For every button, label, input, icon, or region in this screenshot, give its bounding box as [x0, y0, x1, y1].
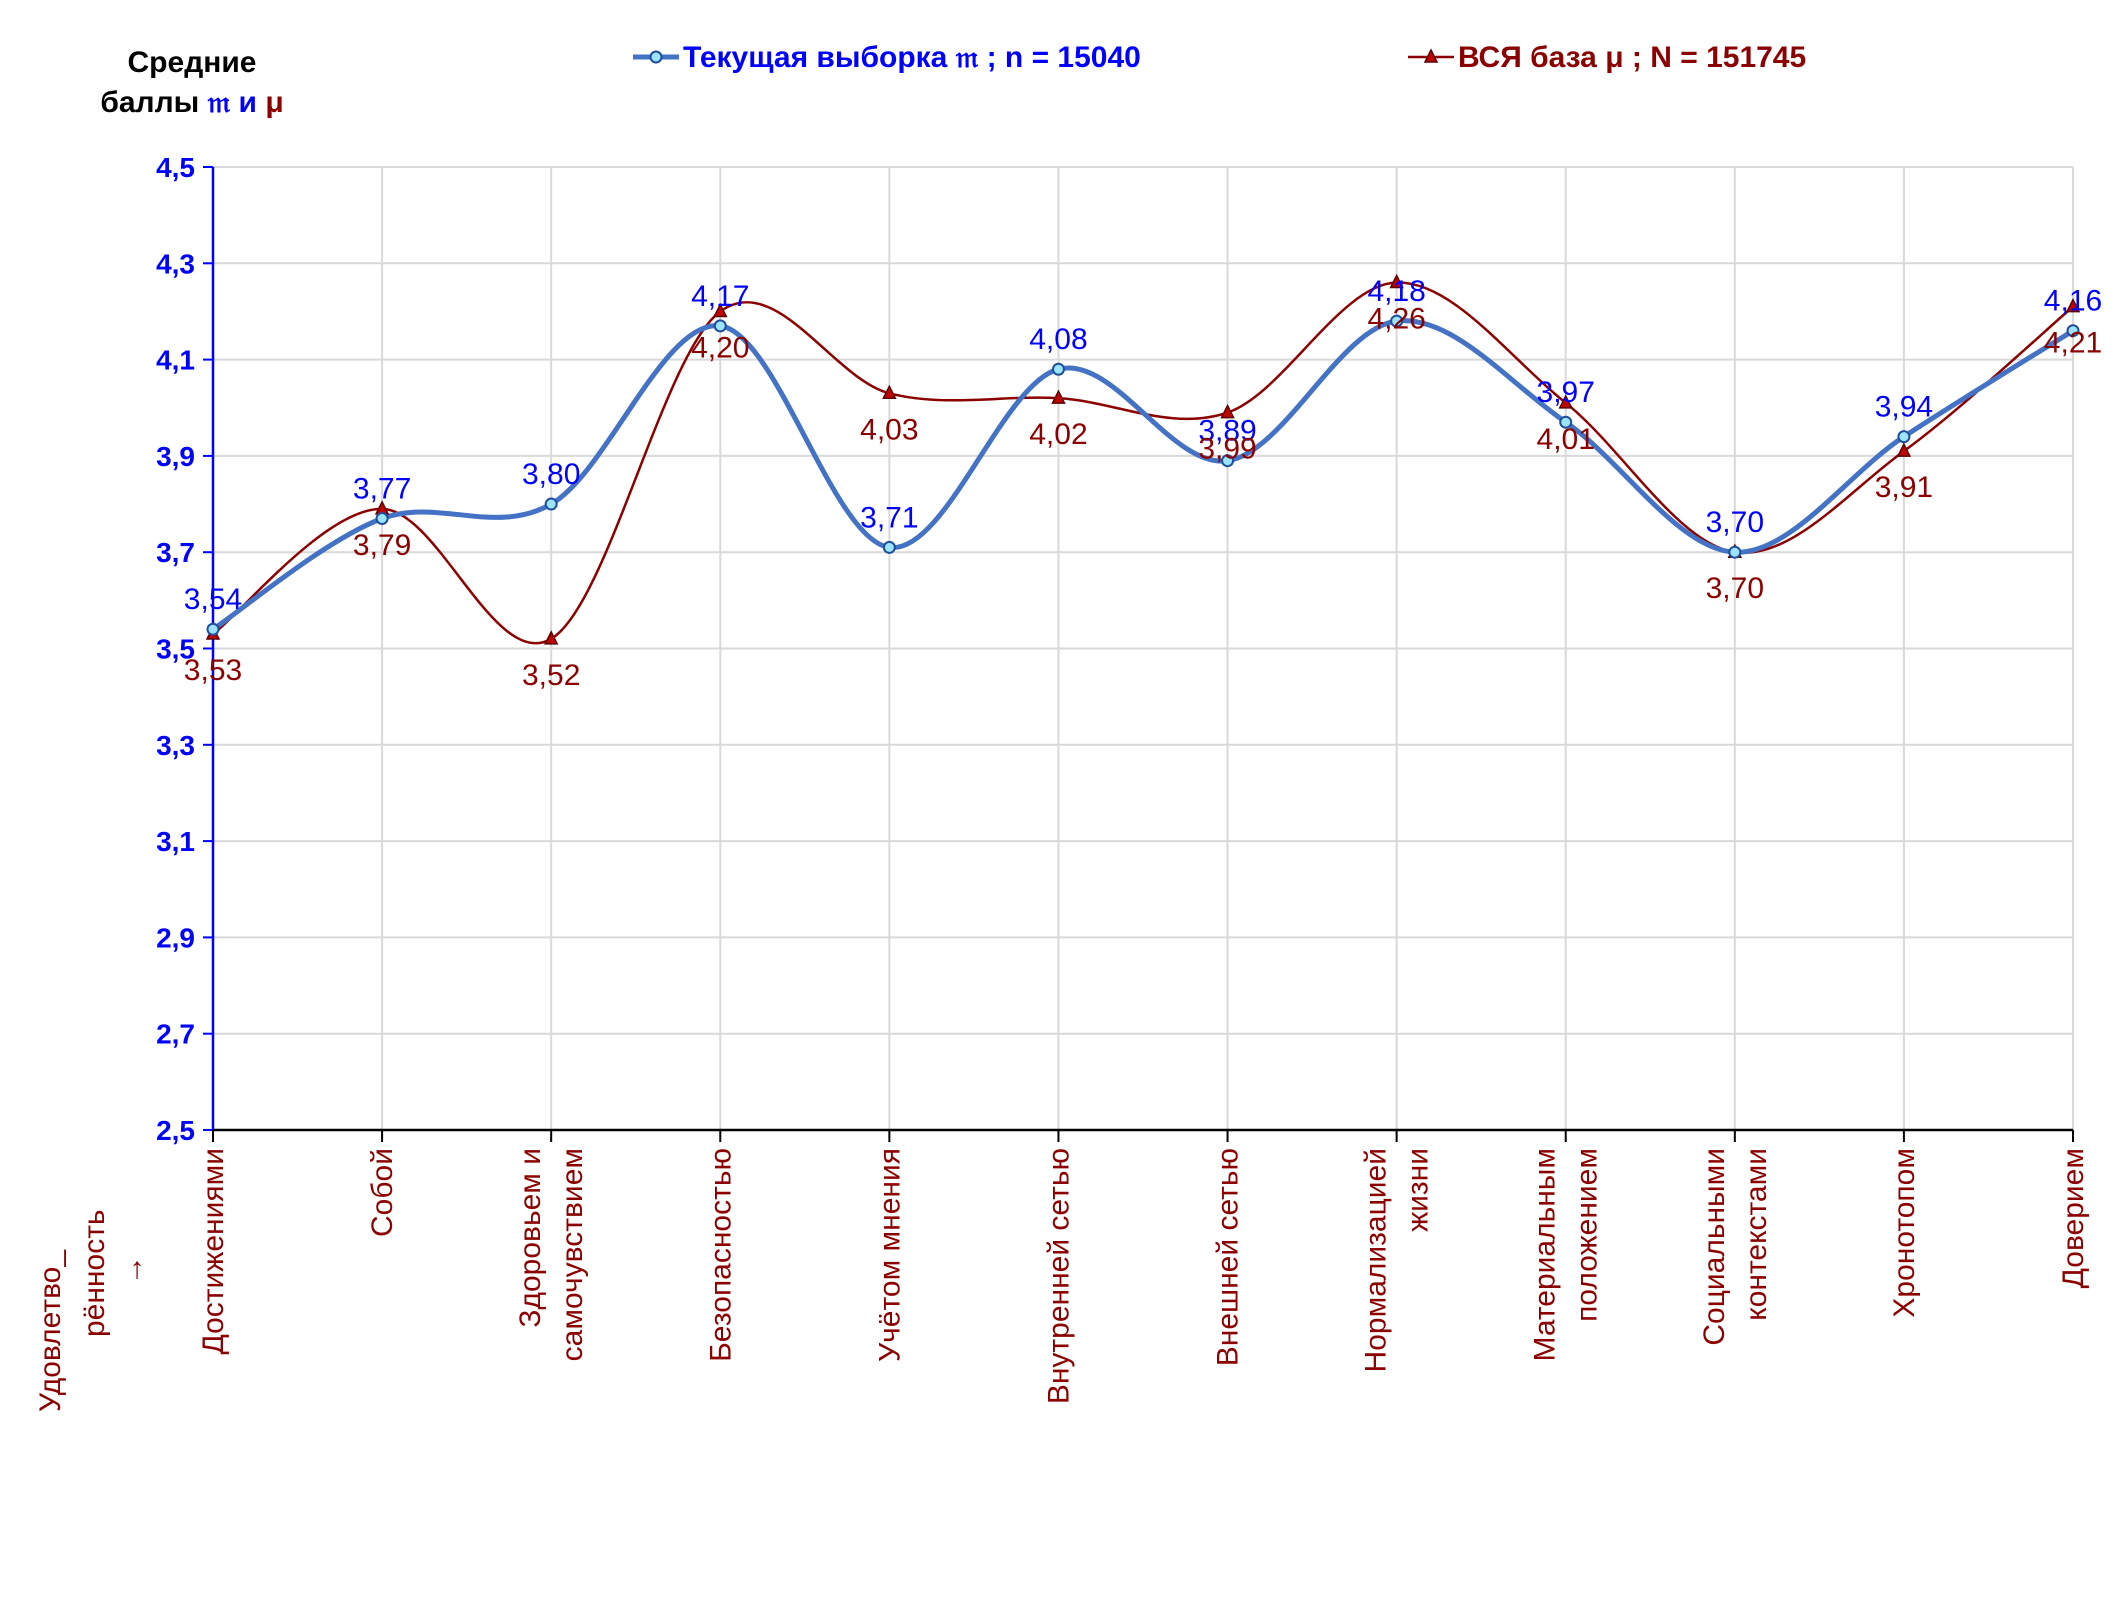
marker-population: [1051, 389, 1066, 404]
marker-sample: [2066, 324, 2080, 338]
corner-label-line2: рённость: [78, 1209, 111, 1337]
y-tick-label: 4,5: [156, 152, 195, 183]
marker-population: [543, 630, 559, 645]
data-label-population: 4,26: [1367, 303, 1425, 336]
corner-label: Удовлетво_ рённость →: [34, 1209, 149, 1412]
marker-population: [1558, 394, 1573, 409]
marker-sample: [375, 511, 389, 525]
data-label-sample: 4,08: [1029, 323, 1087, 356]
data-label-sample: 4,17: [691, 280, 749, 313]
y-axis-title-line2: баллы 𝔪 и μ: [100, 86, 283, 119]
y-axis-title-line1: Средние: [128, 46, 257, 79]
x-category-label: положением: [1571, 1148, 1604, 1322]
data-label-sample: 3,80: [522, 458, 580, 491]
x-category-label: Учётом мнения: [873, 1148, 906, 1362]
data-label-sample: 3,54: [184, 583, 242, 616]
data-label-population: 4,03: [860, 413, 918, 446]
grid-lines: [213, 166, 2074, 1130]
x-category-label: Материальным: [1529, 1148, 1562, 1361]
y-tick-label: 3,1: [156, 826, 195, 857]
y-tick-label: 3,7: [156, 537, 195, 568]
marker-population: [1220, 403, 1235, 419]
x-category-label: Социальными: [1698, 1148, 1731, 1346]
data-label-population: 4,21: [2044, 327, 2102, 360]
marker-sample: [1390, 314, 1404, 328]
marker-sample: [206, 622, 220, 636]
corner-label-line1: Удовлетво_: [34, 1249, 67, 1412]
data-label-population: 4,01: [1537, 423, 1595, 456]
data-label-population: 3,79: [353, 529, 411, 562]
data-label-population: 3,70: [1706, 572, 1764, 605]
data-label-sample: 3,71: [860, 501, 918, 534]
marker-sample: [1728, 545, 1742, 559]
x-category-label: Достижениями: [197, 1148, 230, 1355]
x-category-label: Собой: [366, 1148, 399, 1237]
y-axis-title-sample-symbol: 𝔪: [207, 86, 231, 119]
data-label-population: 3,53: [184, 654, 242, 687]
series-line-sample: [211, 318, 2075, 632]
x-category-label: Внешней сетью: [1212, 1148, 1245, 1366]
series-group: [205, 273, 2081, 645]
x-category-label: контекстами: [1740, 1148, 1773, 1321]
series-line-population: [212, 281, 2074, 645]
x-category-label: Внутренней сетью: [1042, 1148, 1075, 1404]
x-category-label: Здоровьем и: [514, 1148, 547, 1328]
legend-label-sample: Текущая выборка 𝔪 ; n = 15040: [683, 41, 1141, 74]
legend-marker-population: [1423, 48, 1439, 63]
axes: 2,5 2,7 2,9 3,1 3,3 3,5 3,7 3,9 4,1 4,3 4,5 Достиже…: [156, 152, 2090, 1404]
data-label-population: 3,52: [522, 659, 580, 692]
data-label-population: 4,20: [691, 331, 749, 364]
x-category-label: жизни: [1402, 1148, 1435, 1232]
legend: Текущая выборка 𝔪 ; n = 15040 ВСЯ база μ …: [633, 41, 1806, 74]
data-label-sample: 4,16: [2044, 285, 2102, 318]
data-label-sample: 3,70: [1706, 506, 1764, 539]
y-tick-label: 2,9: [156, 922, 195, 953]
data-label-sample: 4,18: [1367, 275, 1425, 308]
marker-sample: [1559, 415, 1573, 429]
marker-sample: [1221, 454, 1235, 468]
marker-sample: [713, 319, 727, 333]
y-tick-label: 2,7: [156, 1019, 195, 1050]
data-labels: 3,54 3,77 3,80 4,17 3,71 4,08 3,89 4,18 3,97 3,70…: [184, 275, 2102, 692]
y-tick-label: 2,5: [156, 1115, 195, 1146]
data-label-population: 3,99: [1198, 433, 1256, 466]
x-category-label: Хронотопом: [1888, 1148, 1921, 1318]
y-axis-title-and: и: [230, 86, 265, 119]
data-label-population: 4,02: [1029, 418, 1087, 451]
marker-population: [882, 384, 897, 400]
marker-sample: [1897, 430, 1911, 444]
marker-population: [2065, 297, 2081, 313]
x-category-label: самочувствием: [556, 1148, 589, 1361]
marker-sample: [1051, 362, 1065, 376]
marker-population: [1389, 273, 1404, 289]
x-category-label: Безопасностью: [704, 1148, 737, 1362]
marker-sample: [544, 497, 558, 511]
y-axis-title-pop-symbol: μ: [265, 86, 283, 119]
marker-sample: [882, 540, 896, 554]
y-tick-label: 3,3: [156, 730, 195, 761]
data-label-sample: 3,97: [1537, 376, 1595, 409]
y-tick-label: 3,5: [156, 634, 195, 665]
data-label-sample: 3,89: [1198, 415, 1256, 448]
x-category-label: Нормализацией: [1360, 1148, 1393, 1372]
y-tick-label: 4,3: [156, 248, 195, 279]
legend-label-population: ВСЯ база μ ; N = 151745: [1458, 41, 1806, 74]
legend-marker-sample: [649, 50, 663, 64]
data-label-sample: 3,77: [353, 472, 411, 505]
y-tick-label: 4,1: [156, 345, 195, 376]
data-label-population: 3,91: [1875, 471, 1933, 504]
y-axis-title-prefix: баллы: [100, 86, 207, 119]
marker-population: [1896, 442, 1912, 457]
marker-population: [713, 302, 728, 318]
corner-label-arrow: →: [116, 1255, 149, 1285]
x-category-label: Доверием: [2057, 1148, 2090, 1288]
y-tick-label: 3,9: [156, 441, 195, 472]
data-label-sample: 3,94: [1875, 391, 1933, 424]
